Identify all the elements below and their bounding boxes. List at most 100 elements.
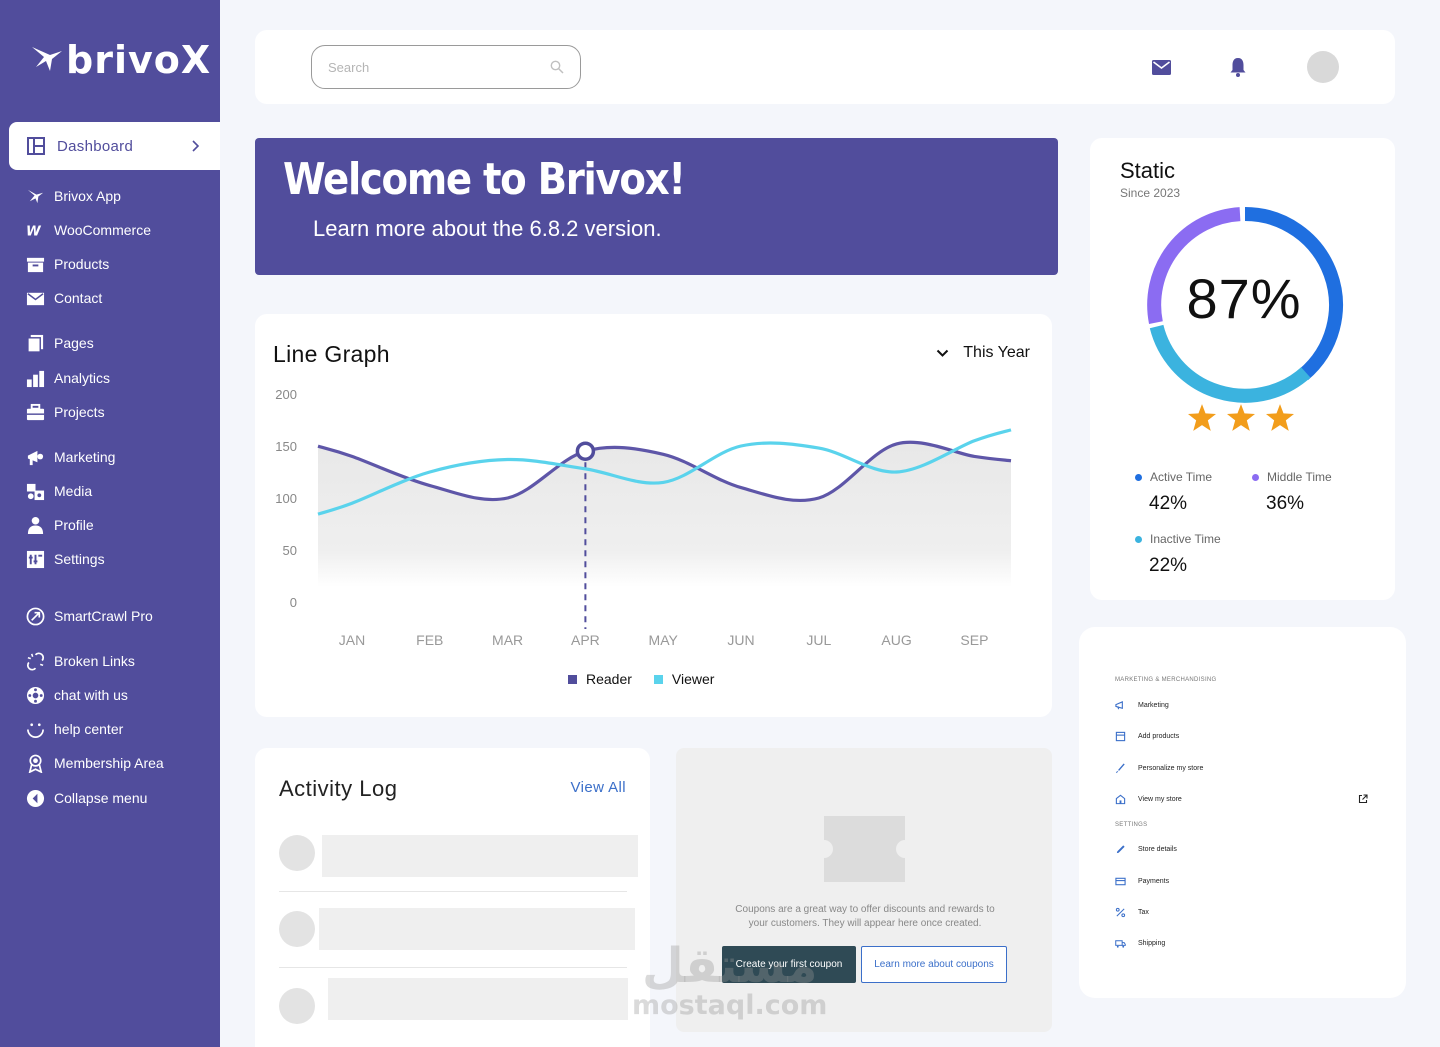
legend-item-viewer[interactable]: Viewer: [653, 671, 715, 687]
period-dropdown[interactable]: This Year: [936, 344, 1030, 362]
sidebar-item-analytics[interactable]: Analytics: [26, 367, 110, 389]
stat-active-time: Active Time 42%: [1135, 470, 1212, 515]
megaphone-icon: [27, 450, 44, 465]
menu-item-tax[interactable]: Tax: [1115, 907, 1149, 918]
woocommerce-icon: W: [26, 224, 42, 239]
external-link-icon[interactable]: [1358, 794, 1368, 804]
activity-row[interactable]: [279, 968, 628, 1044]
legend-item-reader[interactable]: Reader: [568, 671, 632, 687]
sidebar-item-chat-with-us[interactable]: chat with us: [26, 684, 128, 706]
donut-segment-active: [1244, 207, 1343, 380]
create-coupon-button[interactable]: Create your first coupon: [722, 946, 856, 983]
avatar: [279, 988, 315, 1024]
line-graph-card: Line Graph This Year 200 150 100 50 0 JAN FEB M…: [255, 314, 1052, 717]
sidebar-item-help-center[interactable]: help center: [26, 718, 123, 740]
menu-item-label: View my store: [1138, 796, 1182, 803]
stat-middle-time: Middle Time 36%: [1252, 470, 1332, 515]
legend-swatch: [568, 674, 577, 684]
menu-item-personalize[interactable]: Personalize my store: [1115, 763, 1203, 774]
legend-label: Reader: [586, 671, 632, 687]
sidebar-item-projects[interactable]: Projects: [26, 401, 105, 423]
highlight-marker: [575, 441, 596, 461]
sidebar-item-contact[interactable]: Contact: [26, 287, 102, 309]
menu-item-shipping[interactable]: Shipping: [1115, 938, 1165, 949]
line-chart: 200 150 100 50 0 JAN FEB MAR APR MAY JUN JUL AUG SEP: [275, 387, 1012, 648]
sidebar-item-label: Products: [54, 256, 110, 272]
static-since: Since 2023: [1120, 186, 1181, 200]
sidebar-item-label: Projects: [54, 404, 105, 420]
sidebar-item-membership-area[interactable]: Membership Area: [26, 752, 164, 774]
avatar: [279, 835, 315, 871]
x-tick-label: MAY: [649, 632, 679, 648]
activity-title: Activity Log: [279, 776, 398, 801]
sidebar-item-label: Settings: [54, 551, 105, 567]
x-tick-label: JUL: [806, 632, 831, 648]
sidebar-item-woocommerce[interactable]: W WooCommerce: [26, 219, 151, 241]
sidebar-item-pages[interactable]: Pages: [26, 332, 94, 354]
menu-item-add-products[interactable]: Add products: [1115, 731, 1179, 742]
menu-item-payments[interactable]: Payments: [1115, 876, 1169, 887]
activity-placeholder: [319, 908, 635, 950]
dashboard-icon: [27, 137, 45, 155]
sidebar-item-label: Brivox App: [54, 188, 121, 204]
bell-icon[interactable]: [1229, 57, 1247, 77]
menu-item-label: Store details: [1138, 846, 1177, 853]
store-icon: [1115, 794, 1126, 805]
x-tick-label: APR: [571, 632, 600, 648]
x-tick-label: AUG: [881, 632, 911, 648]
menu-item-store-details[interactable]: Store details: [1115, 844, 1177, 855]
period-value: This Year: [963, 344, 1030, 361]
learn-coupons-button[interactable]: Learn more about coupons: [861, 946, 1007, 983]
search-input[interactable]: [328, 59, 550, 75]
donut-segment-middle: [1147, 207, 1241, 324]
graph-title: Line Graph: [273, 341, 390, 367]
stat-value: 36%: [1266, 493, 1305, 514]
sidebar-item-media[interactable]: Media: [26, 480, 92, 502]
sidebar-item-brivox-app[interactable]: Brivox App: [26, 185, 121, 207]
menu-item-label: Add products: [1138, 733, 1180, 740]
sidebar-item-smartcrawl-pro[interactable]: SmartCrawl Pro: [26, 605, 153, 627]
view-all-link[interactable]: View All: [570, 779, 626, 796]
brand-logo[interactable]: brivoX: [30, 38, 211, 82]
menu-item-label: Tax: [1138, 909, 1149, 916]
menu-item-view-store[interactable]: View my store: [1115, 794, 1182, 805]
pages-icon: [27, 334, 44, 353]
top-bar: [255, 30, 1395, 104]
sidebar-item-marketing[interactable]: Marketing: [26, 446, 115, 468]
sidebar-item-products[interactable]: Products: [26, 253, 109, 275]
menu-item-label: Shipping: [1138, 940, 1166, 947]
activity-row[interactable]: [279, 816, 638, 892]
mail-icon[interactable]: [1152, 60, 1171, 75]
static-card: Static Since 2023 87% Active Time 42% Mi…: [1090, 138, 1395, 600]
profile-icon: [27, 516, 44, 534]
sidebar-item-profile[interactable]: Profile: [26, 514, 94, 536]
sidebar-item-collapse-menu[interactable]: Collapse menu: [26, 787, 147, 809]
bird-logo-icon: [32, 47, 62, 71]
user-avatar[interactable]: [1307, 51, 1339, 83]
chevron-down-icon: [937, 349, 949, 357]
y-tick-label: 0: [290, 595, 297, 610]
mail-icon: [26, 292, 45, 305]
sidebar-item-broken-links[interactable]: Broken Links: [26, 650, 135, 672]
stat-value: 22%: [1149, 555, 1188, 576]
legend-label: Viewer: [671, 671, 715, 687]
card-icon: [1115, 877, 1126, 886]
sidebar-item-label: Membership Area: [54, 755, 164, 771]
static-title: Static: [1120, 158, 1176, 183]
sidebar-item-label: Pages: [54, 335, 94, 351]
search-icon[interactable]: [550, 60, 564, 74]
menu-item-marketing[interactable]: Marketing: [1115, 700, 1169, 711]
reader-area: [318, 442, 1011, 587]
activity-row[interactable]: [279, 892, 635, 968]
store-menu-card: MARKETING & MERCHANDISING Marketing Add …: [1079, 627, 1406, 998]
stat-label: Inactive Time: [1150, 532, 1221, 546]
y-tick-label: 50: [283, 543, 297, 558]
sidebar-item-label: Contact: [54, 290, 103, 306]
sidebar-item-settings[interactable]: Settings: [26, 548, 105, 570]
donut-percent: 87%: [1186, 267, 1302, 330]
sidebar-item-dashboard[interactable]: Dashboard: [9, 122, 220, 170]
products-icon: [26, 257, 45, 272]
search-box[interactable]: [311, 45, 581, 89]
box-icon: [1115, 731, 1126, 742]
avatar: [279, 911, 315, 947]
